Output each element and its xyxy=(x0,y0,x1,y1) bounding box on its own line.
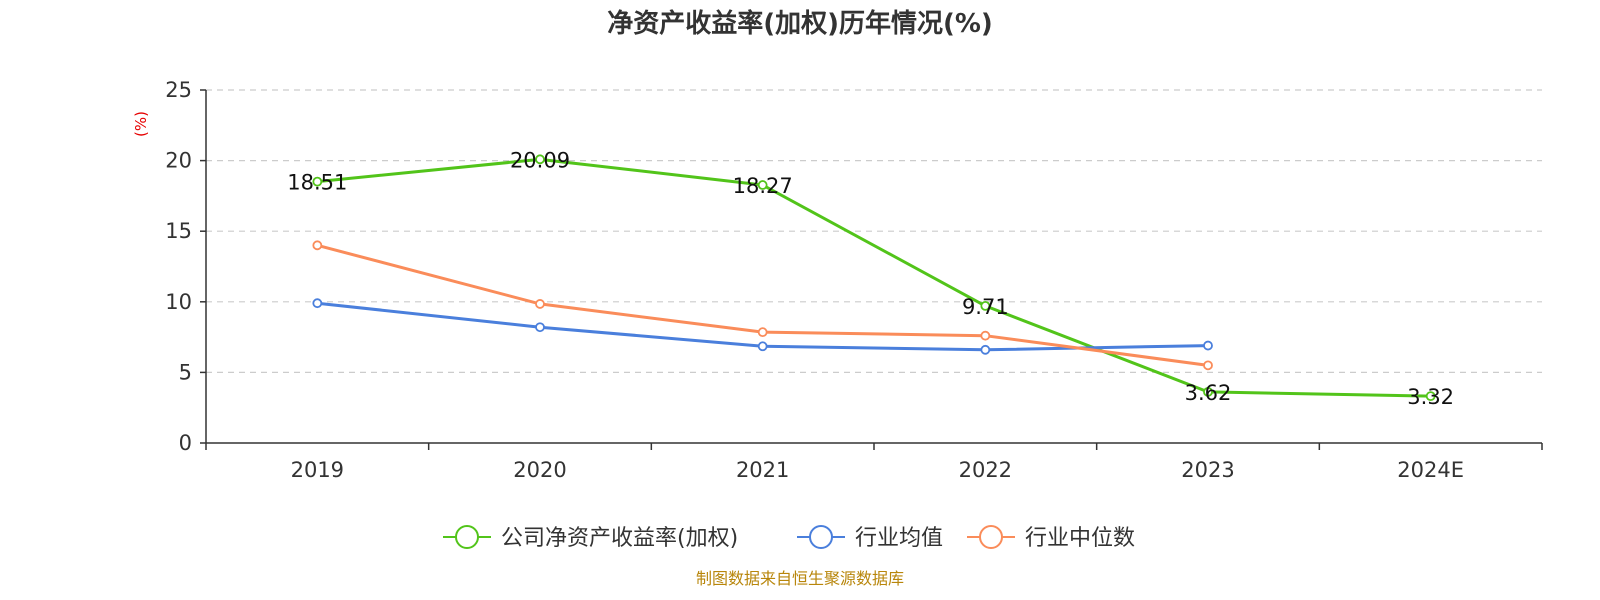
data-label: 9.71 xyxy=(962,295,1009,319)
axes xyxy=(205,90,1542,444)
data-point xyxy=(1203,360,1213,371)
x-tick-label: 2022 xyxy=(959,458,1012,482)
legend-marker xyxy=(979,525,1003,549)
y-tick-label: 5 xyxy=(179,360,192,384)
data-label: 20.09 xyxy=(510,148,570,172)
x-tick-labels: 2019 2020 2021 2022 2023 2024E xyxy=(205,443,1543,482)
legend-label: 公司净资产收益率(加权) xyxy=(501,526,738,551)
legend: 公司净资产收益率(加权) 行业均值 行业中位数 xyxy=(443,525,1135,551)
legend-label: 行业均值 xyxy=(855,526,943,551)
data-label: 18.27 xyxy=(733,174,793,198)
legend-item: 公司净资产收益率(加权) xyxy=(443,525,738,551)
legend-item: 行业中位数 xyxy=(967,525,1135,551)
data-label: 18.51 xyxy=(287,171,347,195)
data-point xyxy=(312,298,323,309)
series-lines xyxy=(312,154,1436,402)
gridlines xyxy=(206,89,1542,373)
data-point xyxy=(980,330,991,341)
source-note: 制图数据来自恒生聚源数据库 xyxy=(696,569,904,588)
x-tick-label: 2021 xyxy=(736,458,789,482)
legend-marker xyxy=(455,525,479,549)
x-tick-label: 2019 xyxy=(291,458,344,482)
y-tick-label: 25 xyxy=(165,78,192,102)
legend-item: 行业均值 xyxy=(797,525,943,551)
y-axis-unit: (%) xyxy=(132,111,150,137)
data-point xyxy=(1203,340,1213,351)
data-point xyxy=(757,180,768,190)
data-point xyxy=(757,341,768,352)
data-point xyxy=(1425,391,1436,402)
legend-marker xyxy=(809,525,833,549)
y-tick-label: 10 xyxy=(165,290,192,314)
y-tick-label: 20 xyxy=(165,149,192,173)
data-point xyxy=(1203,386,1213,397)
y-tick-labels: 0 5 10 15 20 25 xyxy=(165,78,206,455)
y-tick-label: 15 xyxy=(165,219,192,243)
x-tick-label: 2024E xyxy=(1397,458,1464,482)
data-point xyxy=(535,299,545,309)
data-label: 3.62 xyxy=(1185,381,1232,405)
x-tick-label: 2023 xyxy=(1181,458,1234,482)
data-labels: 18.51 20.09 18.27 9.71 3.62 3.32 xyxy=(287,148,1454,409)
data-point xyxy=(757,327,768,338)
data-point xyxy=(535,154,545,165)
y-tick-label: 0 xyxy=(179,431,192,455)
series-line xyxy=(317,157,1431,398)
x-tick-label: 2020 xyxy=(513,458,566,482)
data-point xyxy=(980,300,991,311)
data-point xyxy=(980,344,991,355)
data-point xyxy=(535,322,545,333)
data-point xyxy=(312,176,323,187)
data-point xyxy=(312,240,323,251)
legend-label: 行业中位数 xyxy=(1025,526,1135,551)
chart-title: 净资产收益率(加权)历年情况(%) xyxy=(607,8,993,39)
data-label: 3.32 xyxy=(1407,385,1454,409)
